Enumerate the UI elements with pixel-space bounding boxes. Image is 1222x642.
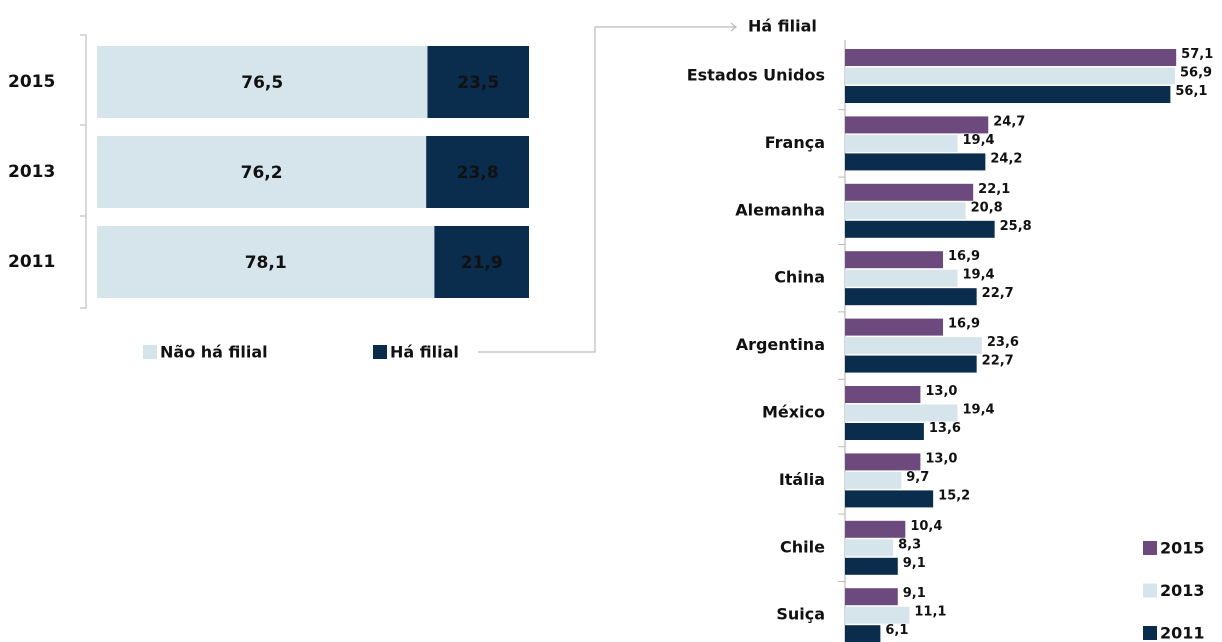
bar	[845, 490, 934, 508]
y-tick-label: Itália	[779, 470, 825, 489]
bar	[845, 423, 924, 440]
value-label: 20,8	[971, 200, 1003, 215]
value-label: 57,1	[1181, 47, 1213, 62]
bar	[845, 116, 989, 134]
bar	[845, 520, 906, 538]
y-tick-label: Estados Unidos	[687, 66, 825, 85]
bar	[845, 453, 921, 471]
value-label: 8,3	[898, 537, 921, 552]
bar	[845, 355, 977, 373]
value-label: 78,1	[245, 253, 287, 273]
value-label: 22,7	[982, 354, 1014, 369]
value-label: 23,6	[987, 335, 1019, 350]
bar	[845, 67, 1176, 85]
value-label: 13,6	[929, 421, 961, 436]
value-label: 11,1	[914, 605, 946, 620]
bar	[845, 588, 898, 606]
bar-segment	[97, 46, 428, 118]
value-label: 21,9	[461, 253, 503, 273]
bar	[845, 404, 958, 422]
y-tick-label: México	[762, 403, 825, 422]
value-label: 25,8	[1000, 219, 1032, 234]
bar	[845, 269, 958, 287]
value-label: 22,7	[982, 286, 1014, 301]
bar	[845, 183, 974, 201]
legend-swatch	[373, 345, 387, 359]
connector-arrow	[730, 22, 737, 32]
bar	[845, 386, 921, 403]
value-label: 23,5	[457, 73, 499, 93]
bar	[845, 539, 894, 557]
legend-swatch	[1143, 626, 1157, 640]
value-label: 9,7	[906, 470, 929, 485]
y-tick-label: 2015	[8, 72, 55, 92]
chart-title: Há filial	[748, 17, 817, 36]
y-tick-label: 2013	[8, 162, 55, 182]
bracket	[80, 34, 87, 309]
bar	[845, 251, 944, 269]
bar	[845, 49, 1177, 66]
y-tick-label: Alemanha	[735, 200, 825, 219]
value-label: 16,9	[948, 249, 980, 264]
bar-segment	[426, 136, 529, 208]
value-label: 76,5	[241, 73, 283, 93]
y-tick-label: China	[774, 268, 825, 287]
y-tick-label: Suiça	[776, 605, 825, 624]
bar-segment	[434, 226, 529, 298]
legend-label: 2013	[1160, 581, 1205, 600]
value-label: 9,1	[903, 586, 926, 601]
bar-segment	[97, 136, 427, 208]
connector	[478, 26, 736, 353]
bar	[845, 202, 966, 220]
bar	[845, 134, 958, 152]
y-tick-label: 2011	[8, 252, 55, 272]
value-label: 24,7	[993, 114, 1025, 129]
bar-segment	[427, 46, 529, 118]
value-label: 13,0	[925, 451, 957, 466]
bar	[845, 220, 995, 238]
legend-label: Há filial	[390, 343, 459, 362]
value-label: 16,9	[948, 317, 980, 332]
value-label: 56,1	[1175, 84, 1207, 99]
legend-label: 2015	[1160, 539, 1205, 558]
legend-swatch	[143, 345, 157, 359]
value-label: 24,2	[990, 151, 1022, 166]
y-tick-label: Chile	[780, 537, 825, 556]
value-label: 19,4	[963, 133, 995, 148]
value-label: 13,0	[925, 384, 957, 399]
value-label: 22,1	[978, 182, 1010, 197]
y-tick-label: Argentina	[736, 335, 825, 354]
bar	[845, 337, 982, 355]
value-label: 19,4	[963, 268, 995, 283]
bar	[845, 557, 898, 575]
bar	[845, 606, 910, 624]
y-tick-label: França	[765, 133, 825, 152]
bar	[845, 86, 1171, 103]
legend-swatch	[1143, 583, 1157, 598]
legend-label: 2011	[1160, 624, 1205, 642]
legend-swatch	[1143, 541, 1157, 555]
bar	[845, 471, 902, 489]
bar	[845, 153, 986, 171]
value-label: 6,1	[885, 623, 908, 638]
value-label: 56,9	[1180, 66, 1212, 81]
legend-label: Não há filial	[160, 343, 268, 362]
value-label: 15,2	[938, 488, 970, 503]
bar	[845, 625, 881, 642]
value-label: 76,2	[241, 163, 283, 183]
bar	[845, 288, 977, 306]
value-label: 23,8	[457, 163, 499, 183]
value-label: 9,1	[903, 556, 926, 571]
value-label: 19,4	[963, 403, 995, 418]
bar-segment	[97, 226, 435, 298]
bar	[845, 318, 944, 336]
value-label: 10,4	[910, 519, 942, 534]
